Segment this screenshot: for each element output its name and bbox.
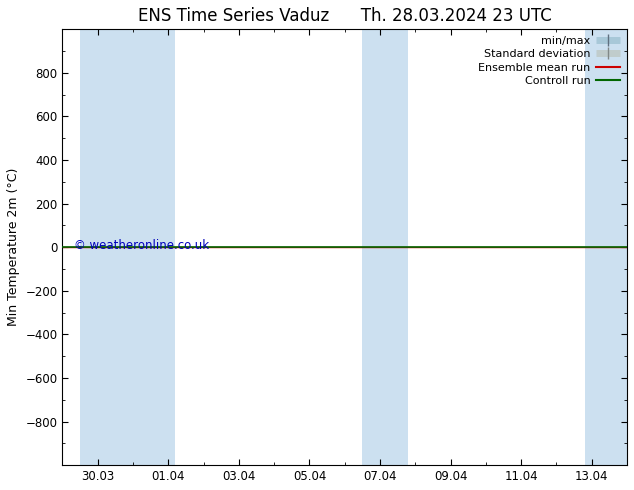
Bar: [363, 29, 408, 465]
Bar: [80, 29, 133, 465]
Text: © weatheronline.co.uk: © weatheronline.co.uk: [74, 239, 209, 251]
Title: ENS Time Series Vaduz      Th. 28.03.2024 23 UTC: ENS Time Series Vaduz Th. 28.03.2024 23 …: [138, 7, 552, 25]
Legend: min/max, Standard deviation, Ensemble mean run, Controll run: min/max, Standard deviation, Ensemble me…: [474, 31, 625, 90]
Bar: [585, 29, 627, 465]
Y-axis label: Min Temperature 2m (°C): Min Temperature 2m (°C): [7, 168, 20, 326]
Bar: [129, 29, 176, 465]
